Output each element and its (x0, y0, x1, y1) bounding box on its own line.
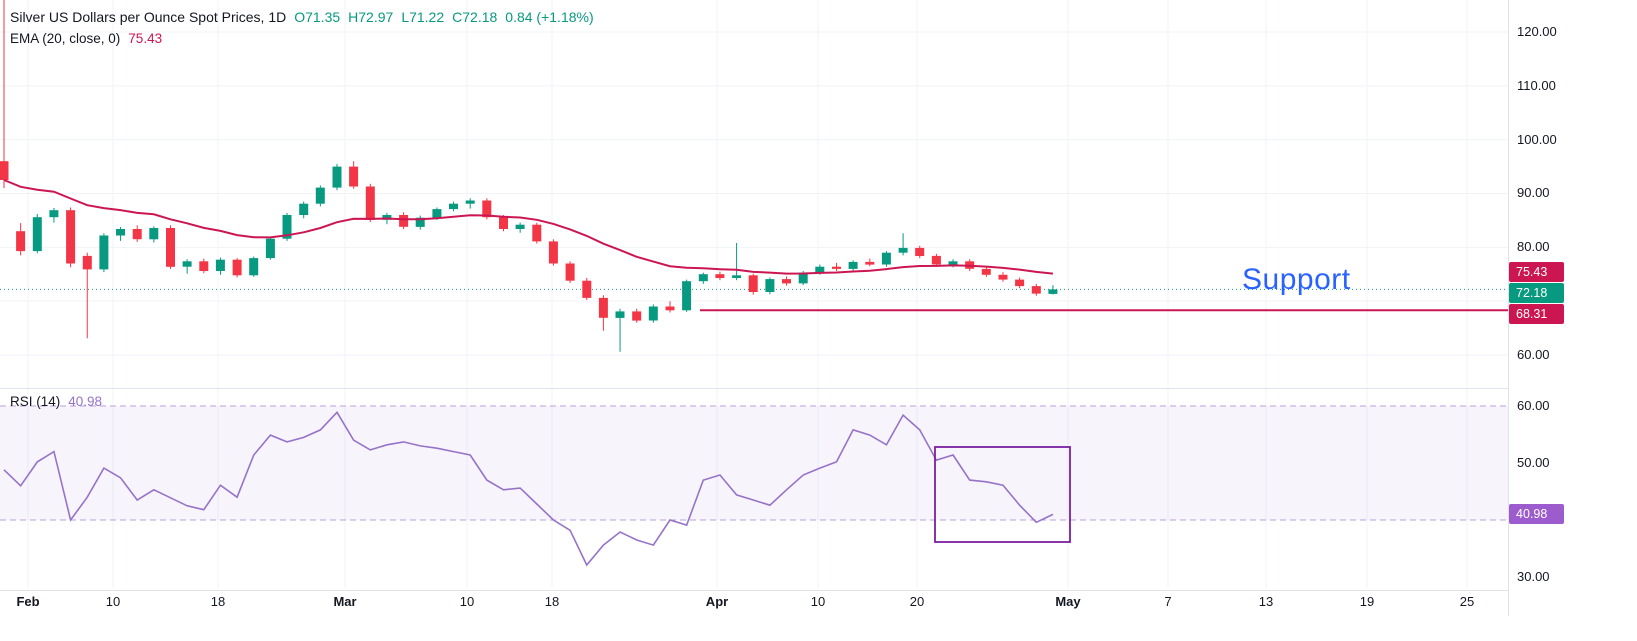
time-axis-label: 10 (105, 594, 121, 609)
time-axis-label: 7 (1164, 594, 1172, 609)
rsi-band (0, 406, 1508, 520)
time-axis-label: 10 (459, 594, 475, 609)
time-axis-label: 20 (909, 594, 925, 609)
support-annotation[interactable]: Support (1242, 263, 1351, 296)
last-price-badge: 72.18 (1509, 282, 1564, 303)
axis-label: 110.00 (1517, 77, 1556, 93)
axis-label: 60.00 (1517, 346, 1550, 362)
time-axis-label: Feb (16, 594, 40, 609)
ema-legend-value: 75.43 (128, 31, 163, 46)
ema-legend-label: EMA (20, close, 0) (10, 31, 121, 46)
time-axis-label: 18 (544, 594, 560, 609)
rsi-highlight-box[interactable] (934, 446, 1071, 543)
rsi-line[interactable] (3, 410, 1054, 567)
time-axis-label: Mar (333, 594, 357, 609)
time-axis-label: 10 (810, 594, 826, 609)
time-axis-label: Apr (705, 594, 729, 609)
rsi-legend-value: 40.98 (68, 394, 103, 409)
ohlc-open: O71.35 (294, 9, 341, 25)
pane-divider[interactable] (0, 388, 1637, 389)
ema-line[interactable] (3, 179, 1054, 275)
time-axis-label: 25 (1459, 594, 1475, 609)
rsi-value-badge: 40.98 (1509, 504, 1564, 525)
time-axis-label: 13 (1258, 594, 1274, 609)
ohlc-low: L71.22 (401, 9, 445, 25)
price-scale[interactable]: 75.43 72.18 68.31 40.98 120.00 110.00 100.… (1508, 0, 1637, 616)
rsi-legend: RSI (14) 40.98 (10, 394, 102, 409)
time-axis-label: May (1055, 594, 1081, 609)
time-scale[interactable]: Feb 10 18 Mar 10 18 Apr 10 20 May 7 13 19 25 (0, 590, 1637, 620)
axis-label: 60.00 (1517, 398, 1550, 413)
axis-label: 120.00 (1517, 24, 1557, 39)
main-legend: Silver US Dollars per Ounce Spot Prices,… (10, 9, 594, 25)
axis-label: 100.00 (1517, 131, 1557, 147)
axis-label: 80.00 (1517, 239, 1550, 255)
time-axis-label: 19 (1359, 594, 1375, 609)
ohlc-high: H72.97 (348, 9, 394, 25)
time-axis-label: 18 (210, 594, 226, 609)
axis-label: 50.00 (1517, 455, 1550, 470)
ohlc-close: C72.18 (452, 9, 498, 25)
price-chart-canvas[interactable] (0, 0, 1508, 388)
support-price-badge: 68.31 (1509, 303, 1564, 324)
ema-legend: EMA (20, close, 0) 75.43 (10, 31, 162, 46)
axis-label: 30.00 (1517, 569, 1550, 584)
rsi-panel-canvas[interactable] (0, 388, 1508, 588)
axis-label: 90.00 (1517, 185, 1550, 201)
ema-value-badge: 75.43 (1509, 261, 1564, 282)
symbol-title: Silver US Dollars per Ounce Spot Prices,… (10, 9, 287, 25)
time-axis-divider (0, 590, 1637, 591)
candlestick-series[interactable] (0, 0, 1058, 352)
rsi-legend-label: RSI (14) (10, 394, 61, 409)
ohlc-change: 0.84 (+1.18%) (505, 9, 594, 25)
